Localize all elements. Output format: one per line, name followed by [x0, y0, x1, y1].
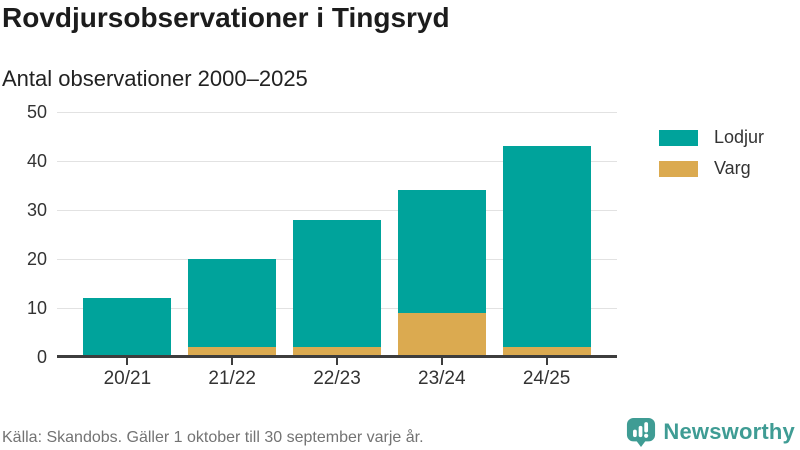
- bar-segment-lodjur-23/24: [397, 190, 486, 313]
- newsworthy-logo: Newsworthy: [626, 417, 795, 447]
- x-tick-24/25: [545, 358, 548, 365]
- x-tick-21/22: [231, 358, 234, 365]
- y-tick-label-30: 30: [26, 200, 47, 220]
- x-tick-20/21: [126, 358, 129, 365]
- chart-subtitle: Antal observationer 2000–2025: [2, 66, 308, 91]
- y-tick-label-50: 50: [26, 102, 47, 122]
- legend-swatch-varg: [659, 160, 698, 177]
- bar-segment-varg-22/23: [293, 347, 381, 357]
- source-note: Källa: Skandobs. Gäller 1 oktober till 3…: [2, 429, 424, 446]
- x-tick-label-23/24: 23/24: [418, 368, 466, 389]
- x-tick-label-21/22: 21/22: [208, 368, 256, 389]
- bar-segment-varg-21/22: [188, 347, 277, 357]
- legend-item-lodjur: Lodjur: [659, 127, 764, 148]
- x-axis-ticks: [0, 358, 800, 366]
- bar-21/22: [188, 259, 277, 357]
- plot-area: [57, 112, 617, 357]
- x-tick-23/24: [440, 358, 443, 365]
- gridline-30: [57, 210, 617, 211]
- bar-segment-lodjur-21/22: [188, 259, 277, 348]
- chart-title: Rovdjursobservationer i Tingsryd: [2, 2, 450, 33]
- legend-label-varg: Varg: [714, 158, 751, 178]
- bar-chart-speech-bubble-icon: [627, 417, 656, 447]
- chart-legend: Lodjur Varg: [659, 127, 764, 189]
- newsworthy-wordmark: Newsworthy: [663, 419, 795, 444]
- x-tick-label-24/25: 24/25: [522, 368, 571, 389]
- bar-23/24: [397, 190, 486, 357]
- bar-24/25: [502, 146, 591, 357]
- legend-label-lodjur: Lodjur: [714, 127, 765, 147]
- bar-segment-lodjur-22/23: [293, 219, 381, 348]
- bar-segment-lodjur-20/21: [83, 298, 172, 357]
- legend-swatch-lodjur: [659, 129, 698, 146]
- bar-segment-lodjur-24/25: [502, 146, 591, 348]
- gridline-40: [57, 161, 617, 162]
- bar-segment-varg-23/24: [397, 312, 486, 357]
- gridline-50: [57, 112, 617, 113]
- legend-item-varg: Varg: [659, 158, 764, 179]
- y-tick-label-10: 10: [26, 298, 47, 318]
- x-tick-label-22/23: 22/23: [313, 368, 361, 389]
- y-axis-labels: 0 10 20 30 40 50: [0, 102, 47, 367]
- bar-segment-varg-24/25: [502, 347, 591, 357]
- bar-22/23: [293, 219, 381, 357]
- x-tick-22/23: [336, 358, 338, 365]
- y-tick-label-0: 0: [36, 347, 47, 367]
- bar-20/21: [83, 298, 172, 357]
- x-axis-tick-labels: 20/21 21/22 22/23 23/24 24/25: [0, 368, 800, 392]
- y-tick-label-20: 20: [26, 249, 47, 269]
- x-tick-label-20/21: 20/21: [103, 368, 152, 389]
- y-tick-label-40: 40: [26, 151, 47, 171]
- x-axis-line: [57, 355, 617, 358]
